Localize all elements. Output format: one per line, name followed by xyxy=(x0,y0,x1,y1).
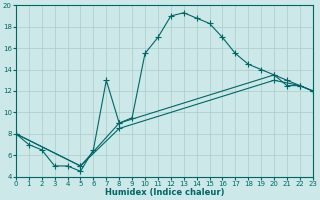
X-axis label: Humidex (Indice chaleur): Humidex (Indice chaleur) xyxy=(105,188,224,197)
